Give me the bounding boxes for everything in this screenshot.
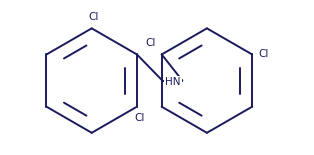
Text: Cl: Cl [145,38,155,48]
Text: Cl: Cl [135,113,145,123]
Text: Cl: Cl [88,12,98,22]
Text: HN: HN [165,77,181,87]
Text: Cl: Cl [258,49,269,60]
